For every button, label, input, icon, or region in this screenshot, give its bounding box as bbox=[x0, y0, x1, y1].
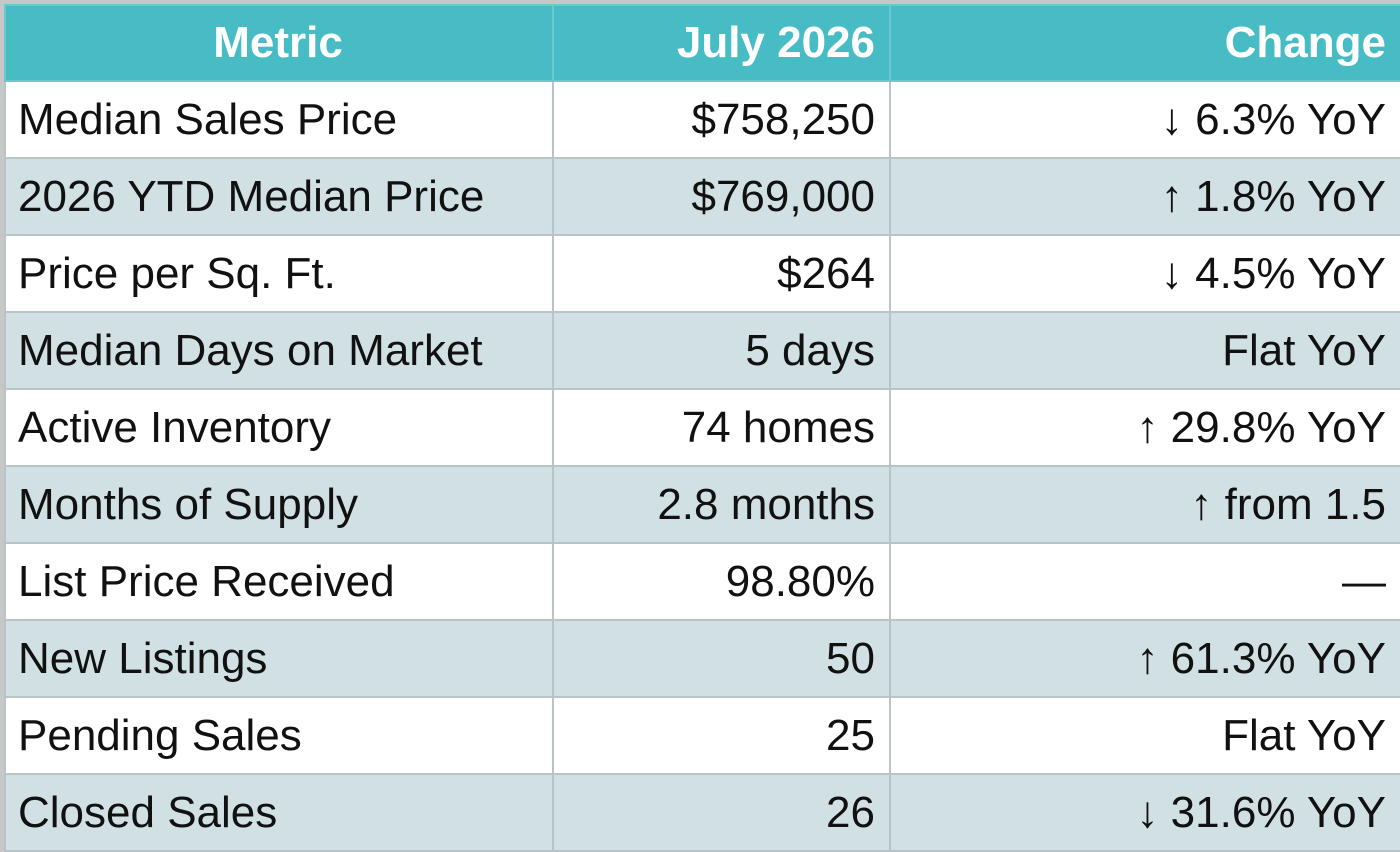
metric-cell: 2026 YTD Median Price bbox=[4, 157, 554, 236]
table-row: Months of Supply 2.8 months ↑ from 1.5 bbox=[4, 465, 1400, 544]
change-cell: ↓ 6.3% YoY bbox=[889, 80, 1400, 159]
value-cell: 5 days bbox=[552, 311, 891, 390]
metric-cell: Active Inventory bbox=[4, 388, 554, 467]
change-cell: ↑ from 1.5 bbox=[889, 465, 1400, 544]
table-row: Price per Sq. Ft. $264 ↓ 4.5% YoY bbox=[4, 234, 1400, 313]
table-header: Metric July 2026 Change bbox=[4, 4, 1400, 82]
header-metric: Metric bbox=[4, 4, 554, 82]
change-cell: ↑ 1.8% YoY bbox=[889, 157, 1400, 236]
market-metrics-table: Metric July 2026 Change Median Sales Pri… bbox=[4, 4, 1400, 852]
metric-cell: Price per Sq. Ft. bbox=[4, 234, 554, 313]
change-cell: ↓ 4.5% YoY bbox=[889, 234, 1400, 313]
table-row: List Price Received 98.80% — bbox=[4, 542, 1400, 621]
value-cell: 50 bbox=[552, 619, 891, 698]
metric-cell: New Listings bbox=[4, 619, 554, 698]
table-row: New Listings 50 ↑ 61.3% YoY bbox=[4, 619, 1400, 698]
metric-cell: Median Sales Price bbox=[4, 80, 554, 159]
value-cell: $264 bbox=[552, 234, 891, 313]
value-cell: 26 bbox=[552, 773, 891, 852]
table-row: 2026 YTD Median Price $769,000 ↑ 1.8% Yo… bbox=[4, 157, 1400, 236]
value-cell: 98.80% bbox=[552, 542, 891, 621]
table-row: Median Sales Price $758,250 ↓ 6.3% YoY bbox=[4, 80, 1400, 159]
table-row: Active Inventory 74 homes ↑ 29.8% YoY bbox=[4, 388, 1400, 467]
value-cell: $758,250 bbox=[552, 80, 891, 159]
change-cell: ↓ 31.6% YoY bbox=[889, 773, 1400, 852]
table-row: Pending Sales 25 Flat YoY bbox=[4, 696, 1400, 775]
change-cell: ↑ 61.3% YoY bbox=[889, 619, 1400, 698]
value-cell: 2.8 months bbox=[552, 465, 891, 544]
value-cell: 25 bbox=[552, 696, 891, 775]
metric-cell: Closed Sales bbox=[4, 773, 554, 852]
change-cell: — bbox=[889, 542, 1400, 621]
metric-cell: Months of Supply bbox=[4, 465, 554, 544]
change-cell: Flat YoY bbox=[889, 311, 1400, 390]
value-cell: $769,000 bbox=[552, 157, 891, 236]
table-row: Median Days on Market 5 days Flat YoY bbox=[4, 311, 1400, 390]
header-row: Metric July 2026 Change bbox=[4, 4, 1400, 82]
table-body: Median Sales Price $758,250 ↓ 6.3% YoY 2… bbox=[4, 80, 1400, 852]
value-cell: 74 homes bbox=[552, 388, 891, 467]
change-cell: ↑ 29.8% YoY bbox=[889, 388, 1400, 467]
change-cell: Flat YoY bbox=[889, 696, 1400, 775]
header-change: Change bbox=[889, 4, 1400, 82]
metric-cell: List Price Received bbox=[4, 542, 554, 621]
metric-cell: Median Days on Market bbox=[4, 311, 554, 390]
table-row: Closed Sales 26 ↓ 31.6% YoY bbox=[4, 773, 1400, 852]
metric-cell: Pending Sales bbox=[4, 696, 554, 775]
header-month: July 2026 bbox=[552, 4, 891, 82]
